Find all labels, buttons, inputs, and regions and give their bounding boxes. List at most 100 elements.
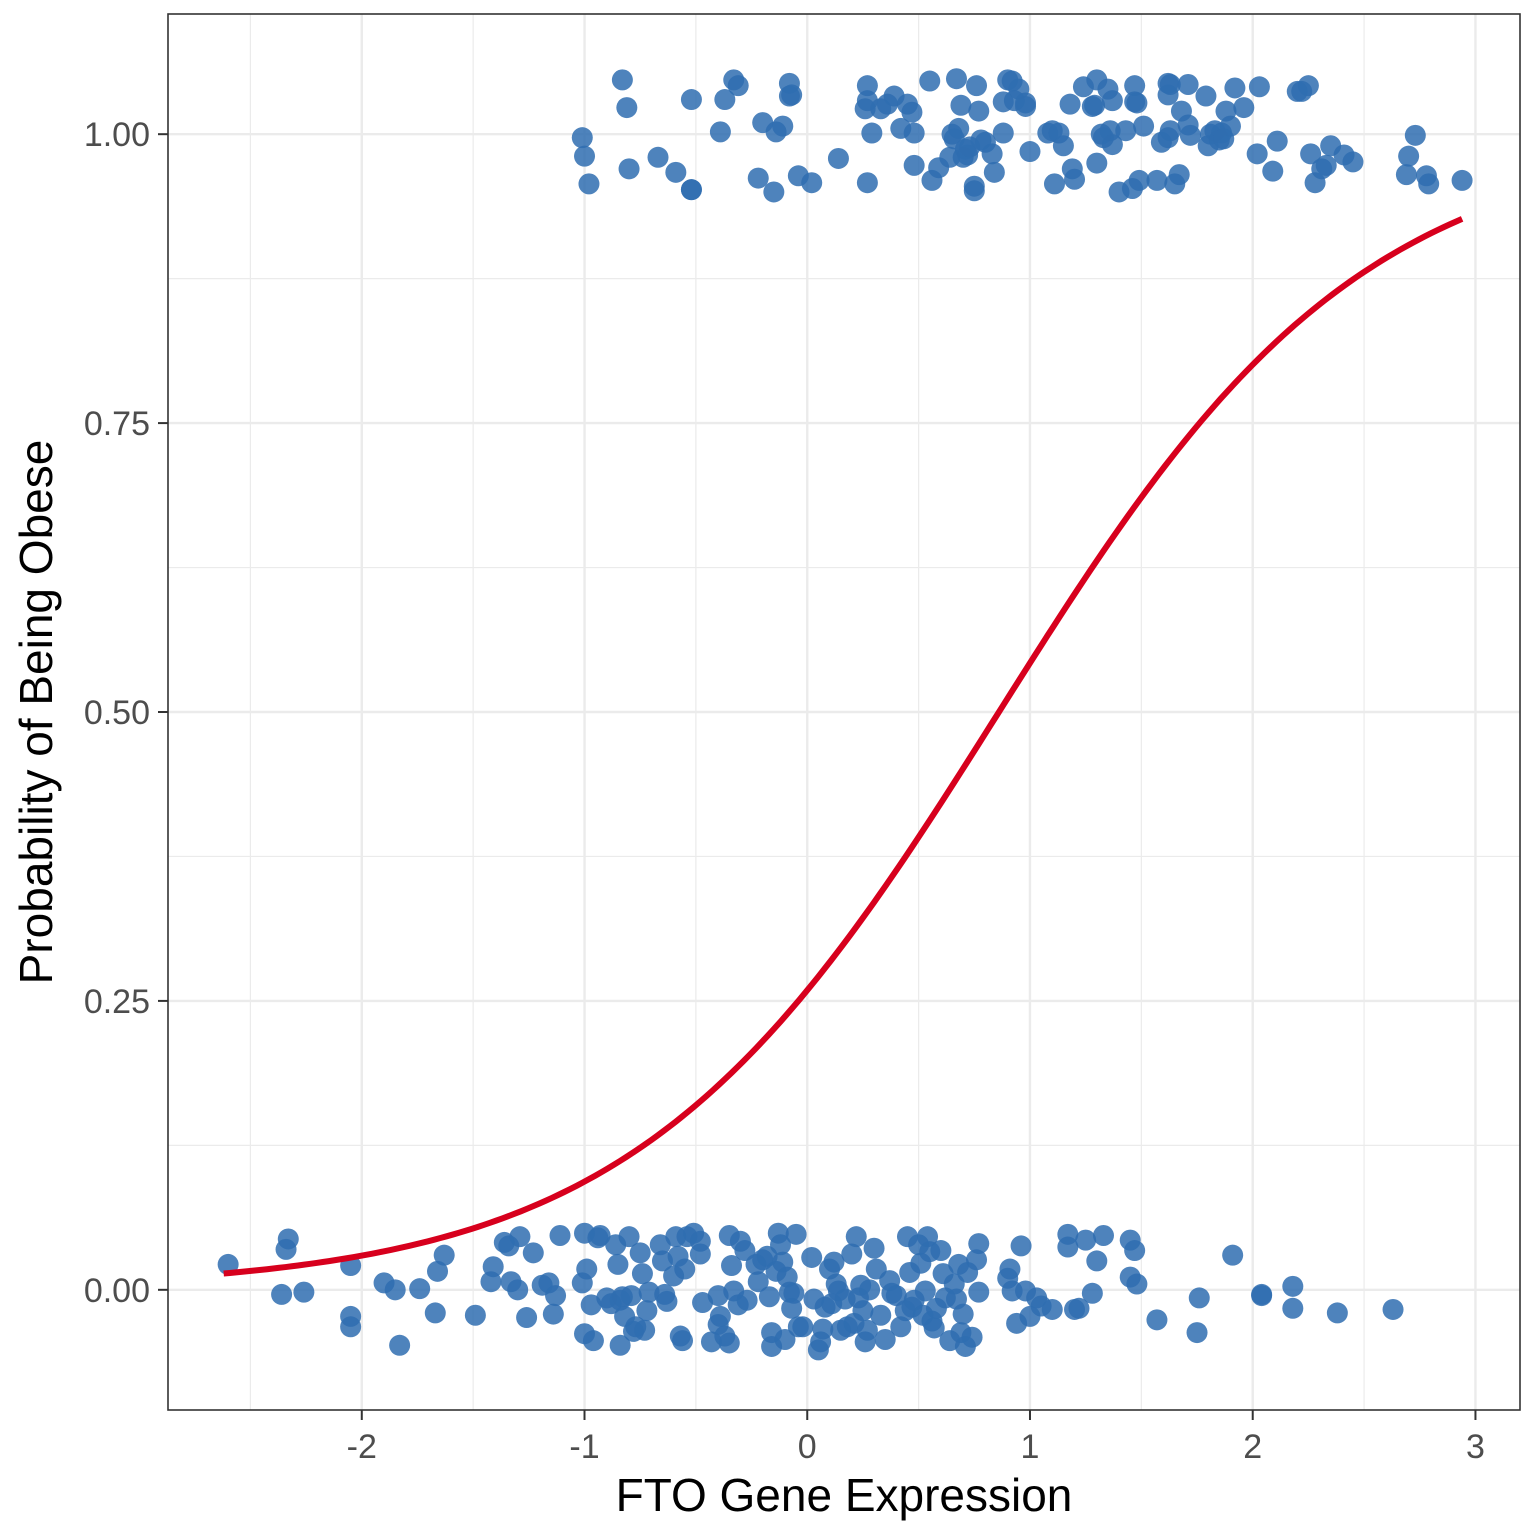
- data-point: [464, 1304, 486, 1326]
- data-point: [721, 1255, 743, 1277]
- data-point: [424, 1302, 446, 1324]
- x-tick-label: 1: [1021, 1428, 1040, 1466]
- data-point: [983, 161, 1005, 183]
- data-point: [1224, 77, 1246, 99]
- data-point: [1126, 1273, 1148, 1295]
- data-point: [409, 1278, 431, 1300]
- data-point: [823, 1251, 845, 1273]
- data-point: [763, 181, 785, 203]
- data-point: [968, 1281, 990, 1303]
- data-point: [923, 1317, 945, 1339]
- data-point: [1015, 92, 1037, 114]
- x-axis-title: FTO Gene Expression: [616, 1469, 1073, 1521]
- data-point: [1248, 76, 1270, 98]
- data-point: [812, 1318, 834, 1340]
- data-point: [968, 100, 990, 122]
- data-point: [747, 1271, 769, 1293]
- data-point: [783, 1282, 805, 1304]
- y-tick-label: 0.75: [84, 405, 150, 443]
- data-point: [841, 1243, 863, 1265]
- data-point: [674, 1258, 696, 1280]
- data-point: [427, 1260, 449, 1282]
- data-point: [727, 75, 749, 97]
- data-point: [649, 1234, 671, 1256]
- data-point: [792, 1316, 814, 1338]
- data-point: [785, 1223, 807, 1245]
- x-tick-label: -1: [569, 1428, 599, 1466]
- data-point: [522, 1242, 544, 1264]
- data-point: [736, 1289, 758, 1311]
- data-point: [549, 1225, 571, 1246]
- data-point: [571, 127, 593, 149]
- y-tick-label: 0.50: [84, 694, 150, 732]
- data-point: [919, 70, 941, 92]
- data-point: [1315, 154, 1337, 176]
- data-point: [801, 1246, 823, 1268]
- data-point: [609, 1334, 631, 1356]
- data-point: [1282, 1275, 1304, 1297]
- data-point: [271, 1283, 293, 1305]
- data-point: [618, 158, 640, 180]
- data-point: [1326, 1302, 1348, 1324]
- data-point: [747, 167, 769, 189]
- data-point: [966, 75, 988, 97]
- data-point: [507, 1279, 529, 1301]
- data-point: [856, 1319, 878, 1341]
- data-point: [384, 1279, 406, 1301]
- data-point: [1177, 73, 1199, 95]
- data-point: [1092, 1225, 1114, 1246]
- data-point: [845, 1226, 867, 1248]
- data-point: [340, 1316, 362, 1338]
- data-point: [1064, 168, 1086, 190]
- data-point: [1188, 1287, 1210, 1309]
- data-point: [1086, 1250, 1108, 1272]
- data-point: [482, 1256, 504, 1278]
- data-point: [1297, 75, 1319, 97]
- x-tick-label: 3: [1466, 1428, 1485, 1466]
- data-point: [999, 1258, 1021, 1280]
- data-point: [1195, 85, 1217, 107]
- data-point: [589, 1225, 611, 1246]
- data-point: [714, 89, 736, 111]
- data-point: [1233, 97, 1255, 119]
- data-point: [293, 1281, 315, 1303]
- data-point: [1126, 92, 1148, 114]
- data-point: [966, 1249, 988, 1271]
- data-point: [1128, 169, 1150, 191]
- data-point: [903, 122, 925, 144]
- data-point: [952, 1303, 974, 1325]
- data-point: [582, 1330, 604, 1352]
- data-point: [1081, 1282, 1103, 1304]
- data-point: [516, 1307, 538, 1329]
- data-point: [774, 1329, 796, 1351]
- data-point: [870, 1304, 892, 1326]
- x-tick-label: -2: [347, 1428, 377, 1466]
- data-point: [1084, 94, 1106, 116]
- data-point: [542, 1303, 564, 1325]
- data-point: [1395, 164, 1417, 186]
- data-point: [981, 143, 1003, 165]
- data-point: [1052, 135, 1074, 157]
- data-point: [1382, 1298, 1404, 1320]
- data-point: [636, 1300, 658, 1322]
- data-point: [1262, 160, 1284, 182]
- data-point: [1282, 1297, 1304, 1319]
- data-point: [656, 1290, 678, 1312]
- data-point: [1159, 120, 1181, 142]
- data-point: [963, 180, 985, 202]
- data-point: [578, 173, 600, 195]
- data-point: [948, 117, 970, 139]
- data-point: [1101, 134, 1123, 156]
- data-point: [1219, 115, 1241, 137]
- data-point: [856, 75, 878, 97]
- data-point: [611, 69, 633, 91]
- data-point: [665, 161, 687, 183]
- data-points: [217, 68, 1473, 1361]
- data-point: [1010, 1235, 1032, 1257]
- data-point: [1342, 151, 1364, 173]
- data-point: [914, 1280, 936, 1302]
- data-point: [680, 179, 702, 201]
- y-axis-title: Probability of Being Obese: [10, 440, 62, 985]
- data-point: [903, 154, 925, 176]
- data-point: [1186, 1322, 1208, 1344]
